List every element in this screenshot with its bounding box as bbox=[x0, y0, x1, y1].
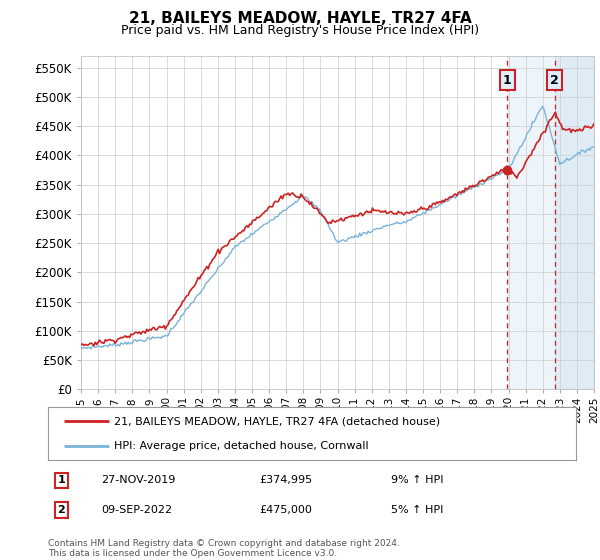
Text: 2: 2 bbox=[550, 73, 559, 87]
Text: 09-SEP-2022: 09-SEP-2022 bbox=[101, 505, 172, 515]
Text: Price paid vs. HM Land Registry's House Price Index (HPI): Price paid vs. HM Land Registry's House … bbox=[121, 24, 479, 37]
Text: Contains HM Land Registry data © Crown copyright and database right 2024.
This d: Contains HM Land Registry data © Crown c… bbox=[48, 539, 400, 558]
Text: £475,000: £475,000 bbox=[259, 505, 312, 515]
Text: £374,995: £374,995 bbox=[259, 475, 313, 486]
Text: 21, BAILEYS MEADOW, HAYLE, TR27 4FA (detached house): 21, BAILEYS MEADOW, HAYLE, TR27 4FA (det… bbox=[114, 417, 440, 427]
Text: 1: 1 bbox=[503, 73, 512, 87]
Text: 21, BAILEYS MEADOW, HAYLE, TR27 4FA: 21, BAILEYS MEADOW, HAYLE, TR27 4FA bbox=[128, 11, 472, 26]
Text: HPI: Average price, detached house, Cornwall: HPI: Average price, detached house, Corn… bbox=[114, 441, 368, 451]
Text: 5% ↑ HPI: 5% ↑ HPI bbox=[391, 505, 443, 515]
Text: 2: 2 bbox=[58, 505, 65, 515]
Text: 1: 1 bbox=[58, 475, 65, 486]
Text: 27-NOV-2019: 27-NOV-2019 bbox=[101, 475, 175, 486]
Text: 9% ↑ HPI: 9% ↑ HPI bbox=[391, 475, 444, 486]
